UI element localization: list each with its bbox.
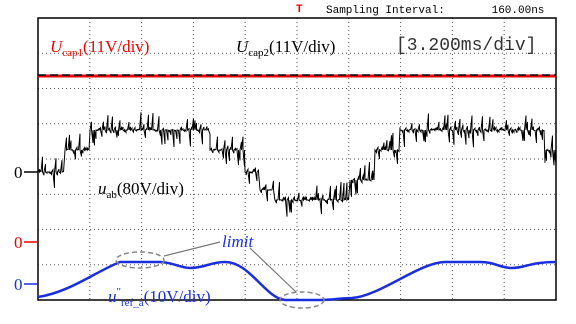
scope-screen: T Sampling Interval: 160.00ns Ucap1(11V/… (0, 0, 576, 324)
sampling-value: 160.00ns (492, 5, 545, 17)
grid (38, 18, 556, 300)
zero-marker-blue: 0 (14, 275, 23, 294)
sampling-label: Sampling Interval: (326, 5, 445, 17)
limit-ellipse (116, 252, 164, 268)
arrow (164, 242, 220, 256)
zero-marker-red: 0 (14, 233, 23, 252)
zero-marker-black: 0 (14, 163, 23, 182)
ucap1-label: Ucap1(11V/div) (50, 37, 149, 59)
limit-label: limit (222, 232, 254, 251)
ucap2-label: Ucap2(11V/div) (236, 37, 335, 59)
trigger-marker: T (296, 4, 303, 16)
uab-label: uab(80V/div) (98, 179, 184, 201)
arrow (250, 248, 296, 292)
timebase: [3.200ms/div] (396, 36, 536, 56)
uref-label: u"ref_a(10V/div) (108, 286, 211, 309)
